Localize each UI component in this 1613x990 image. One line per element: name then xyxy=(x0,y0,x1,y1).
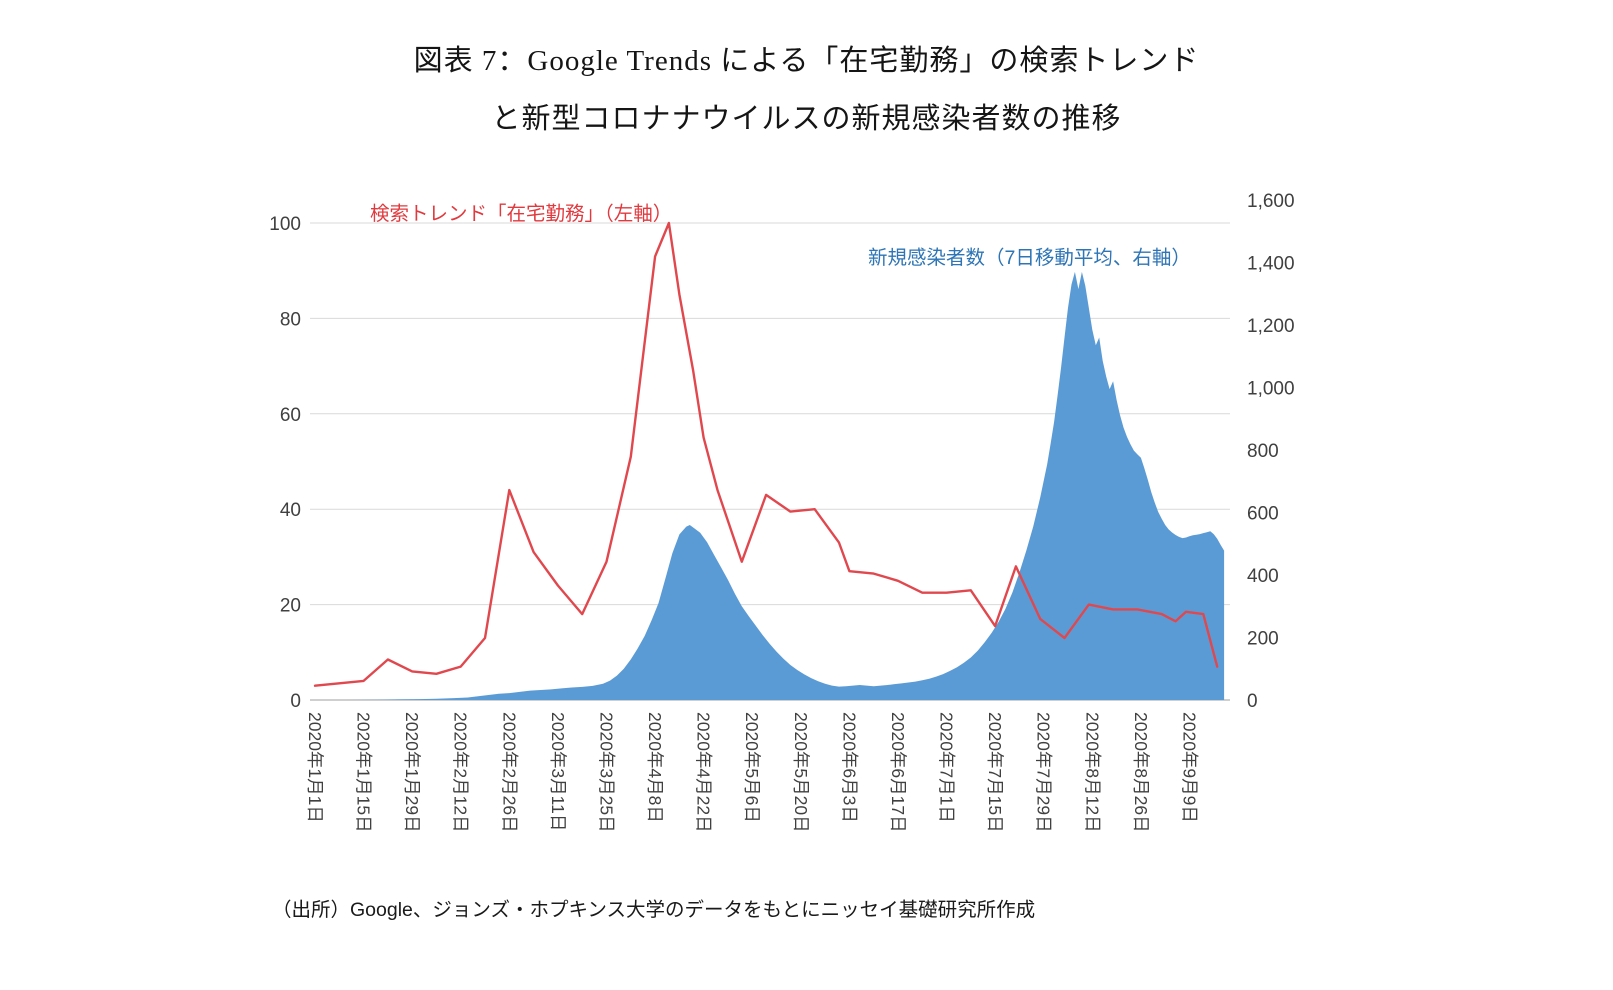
cases-series-label: 新規感染者数（7日移動平均、右軸） xyxy=(868,247,1191,269)
chart-canvas: 0 20 40 60 80 100 0 200 400 600 800 1,000 1,200 1,400… xyxy=(269,191,1295,833)
left-axis-tick-label: 60 xyxy=(280,405,301,426)
source-note: （出所）Google、ジョンズ・ホプキンス大学のデータをもとにニッセイ基礎研究所… xyxy=(272,899,1036,921)
x-axis-tick-label: 2020年7月15日 xyxy=(985,712,1005,833)
x-axis-tick-label: 2020年1月1日 xyxy=(305,712,325,823)
right-axis-tick-label: 1,400 xyxy=(1247,254,1295,275)
x-axis-tick-label: 2020年2月26日 xyxy=(499,712,519,833)
right-axis-tick-label: 0 xyxy=(1247,691,1258,712)
right-axis-ticks: 0 200 400 600 800 1,000 1,200 1,400 1,600 xyxy=(1247,191,1295,712)
x-axis-tick-label: 2020年1月15日 xyxy=(354,712,374,833)
chart-title-line2: と新型コロナナウイルスの新規感染者数の推移 xyxy=(491,103,1122,135)
x-axis-tick-label: 2020年8月26日 xyxy=(1131,712,1151,833)
x-axis-tick-label: 2020年4月8日 xyxy=(645,712,665,823)
chart-title-line1: 図表 7：Google Trends による「在宅勤務」の検索トレンド xyxy=(413,45,1200,77)
x-axis-ticks: 2020年1月1日 2020年1月15日 2020年1月29日 2020年2月12日 2… xyxy=(305,712,1199,833)
right-axis-tick-label: 200 xyxy=(1247,629,1279,650)
right-axis-tick-label: 800 xyxy=(1247,441,1279,462)
x-axis-tick-label: 2020年8月12日 xyxy=(1082,712,1102,833)
right-axis-tick-label: 600 xyxy=(1247,504,1279,525)
chart-title: 図表 7：Google Trends による「在宅勤務」の検索トレンド と新型コ… xyxy=(0,32,1613,148)
right-axis-tick-label: 1,000 xyxy=(1247,379,1295,400)
x-axis-tick-label: 2020年5月6日 xyxy=(742,712,762,823)
right-axis-tick-label: 400 xyxy=(1247,566,1279,587)
left-axis-tick-label: 40 xyxy=(280,500,301,521)
left-axis-tick-label: 20 xyxy=(280,596,301,617)
x-axis-tick-label: 2020年9月9日 xyxy=(1179,712,1199,823)
trend-line-series xyxy=(313,221,1219,687)
right-axis-tick-label: 1,600 xyxy=(1247,191,1295,212)
x-axis-tick-label: 2020年6月3日 xyxy=(839,712,859,823)
right-axis-tick-label: 1,200 xyxy=(1247,316,1295,337)
x-axis-tick-label: 2020年2月12日 xyxy=(451,712,471,833)
x-axis-tick-label: 2020年4月22日 xyxy=(694,712,714,833)
x-axis-tick-label: 2020年5月20日 xyxy=(791,712,811,833)
x-axis-tick-label: 2020年3月25日 xyxy=(597,712,617,833)
x-axis-tick-label: 2020年1月29日 xyxy=(402,712,422,833)
trend-series-label: 検索トレンド「在宅勤務」（左軸） xyxy=(370,203,673,225)
left-axis-tick-label: 0 xyxy=(290,691,301,712)
left-axis-tick-label: 80 xyxy=(280,309,301,330)
left-axis-ticks: 0 20 40 60 80 100 xyxy=(269,214,301,712)
x-axis-tick-label: 2020年3月11日 xyxy=(548,712,568,831)
x-axis-tick-label: 2020年7月1日 xyxy=(937,712,957,823)
left-axis-tick-label: 100 xyxy=(269,214,301,235)
x-axis-tick-label: 2020年7月29日 xyxy=(1034,712,1054,833)
cases-area-series xyxy=(315,271,1225,700)
x-axis-tick-label: 2020年6月17日 xyxy=(888,712,908,833)
